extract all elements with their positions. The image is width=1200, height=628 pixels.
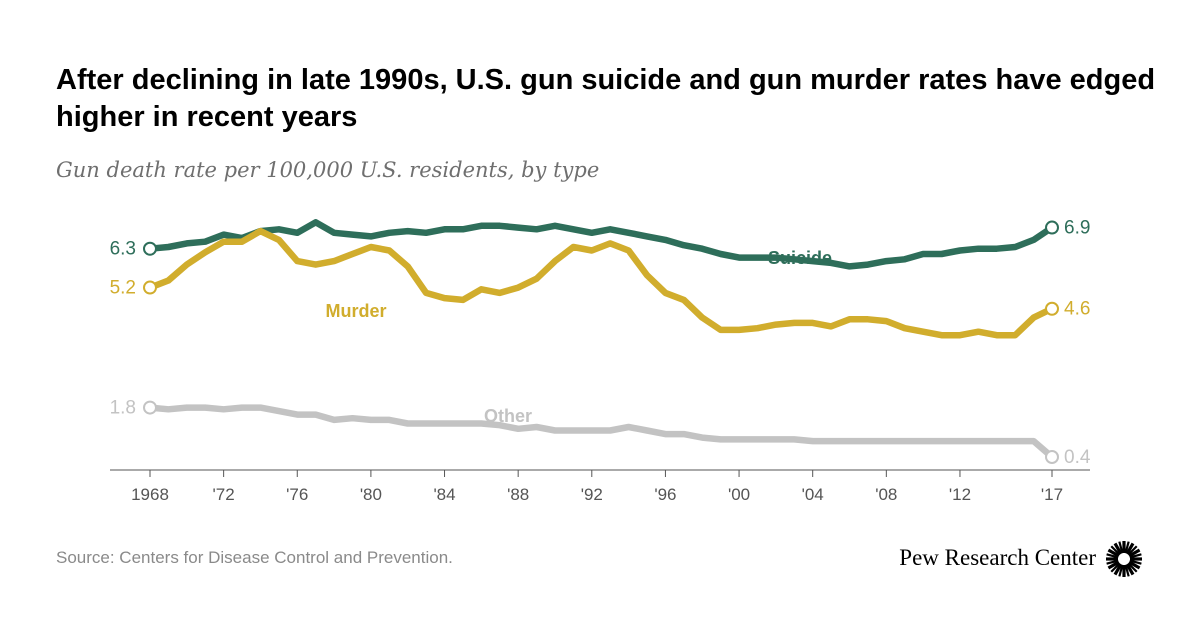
source-note: Source: Centers for Disease Control and … [56,548,453,567]
pew-sunburst-icon [1106,541,1142,577]
x-tick-label: '88 [507,485,529,504]
series-start-label: 5.2 [110,278,136,299]
x-tick-label: '72 [213,485,235,504]
x-tick-label: '00 [728,485,750,504]
x-tick-label: 1968 [131,485,169,504]
series-start-marker [143,280,157,295]
series-start-marker [143,400,157,415]
x-tick-label: '92 [581,485,603,504]
brand-name: Pew Research Center [899,545,1096,570]
series-end-label: 6.9 [1064,218,1090,239]
x-tick-label: '80 [360,485,382,504]
series-line-other [146,404,1056,461]
x-tick-label: '17 [1041,485,1063,504]
series-name-label: Suicide [768,248,832,268]
x-tick-label: '84 [433,485,455,504]
series-start-marker [143,241,157,256]
series-end-marker [1045,301,1059,316]
series-end-label: 0.4 [1064,447,1091,468]
series-line-suicide [146,219,1056,270]
series-end-marker [1045,450,1059,464]
x-tick-label: '08 [875,485,897,504]
series-name-label: Murder [325,301,386,321]
x-tick-label: '96 [654,485,676,504]
x-tick-label: '76 [286,485,308,504]
chart-subtitle: Gun death rate per 100,000 U.S. resident… [56,158,600,182]
series-end-label: 4.6 [1064,299,1090,320]
series-name-label: Other [484,406,532,426]
x-tick-label: '12 [949,485,971,504]
chart-title: After declining in late 1990s, U.S. gun … [56,64,1156,133]
series-line-murder [146,227,1056,339]
series-start-label: 6.3 [110,239,136,260]
series-start-label: 1.8 [110,398,136,419]
x-tick-label: '04 [802,485,824,504]
series-end-marker [1045,220,1059,235]
